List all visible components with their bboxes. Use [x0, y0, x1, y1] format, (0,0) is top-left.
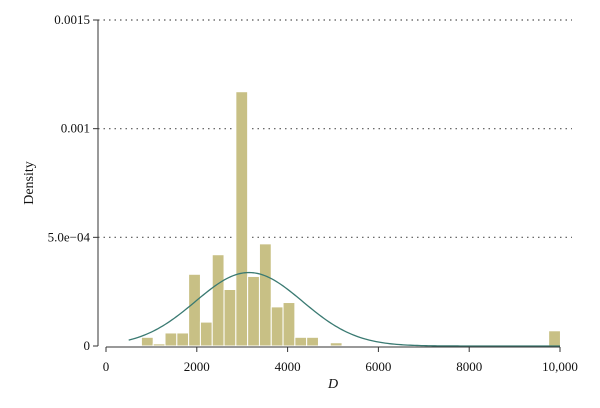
x-tick-label-3: 6000 [365, 359, 391, 374]
histogram-bar-7 [223, 288, 237, 347]
histogram-bar-2 [164, 332, 178, 347]
histogram-bar-4 [188, 273, 201, 347]
histogram-bars [140, 91, 561, 347]
histogram-bar-11 [270, 306, 284, 347]
histogram-bar-12 [282, 302, 296, 347]
fitted-density-curve [128, 271, 560, 347]
histogram-bar-1 [152, 343, 166, 347]
histogram-bar-13 [294, 336, 308, 347]
histogram-bar-0 [140, 336, 154, 347]
histogram-bar-3 [176, 332, 190, 347]
x-axis-title: D [327, 377, 338, 392]
x-tick-label-0: 0 [103, 359, 110, 374]
y-tick-label-2: 0.001 [61, 121, 90, 136]
histogram-bar-9 [247, 275, 260, 347]
y-tick-label-1: 5.0e−04 [48, 229, 91, 244]
histogram-bar-6 [211, 254, 225, 347]
axes [97, 20, 560, 348]
fitted-normal-curve [128, 271, 560, 347]
y-tick-label-0: 0 [84, 338, 91, 353]
x-tick-label-5: 10,000 [542, 359, 578, 374]
x-tick-label-4: 8000 [456, 359, 482, 374]
y-tick-label-3: 0.0015 [54, 12, 90, 27]
histogram-bar-16 [548, 330, 561, 347]
grid-lines [98, 19, 572, 238]
histogram-bar-15 [329, 342, 343, 347]
histogram-bar-14 [306, 336, 319, 347]
y-axis-title: Density [22, 161, 37, 205]
histogram-bar-10 [258, 243, 272, 347]
histogram-bar-5 [199, 321, 213, 347]
x-tick-label-1: 2000 [184, 359, 210, 374]
histogram-bar-8 [235, 91, 249, 347]
x-tick-label-2: 4000 [275, 359, 301, 374]
axis-ticks: 0 5.0e−04 0.001 0.0015 0 2000 4000 6000 8000 10,0… [48, 12, 578, 374]
